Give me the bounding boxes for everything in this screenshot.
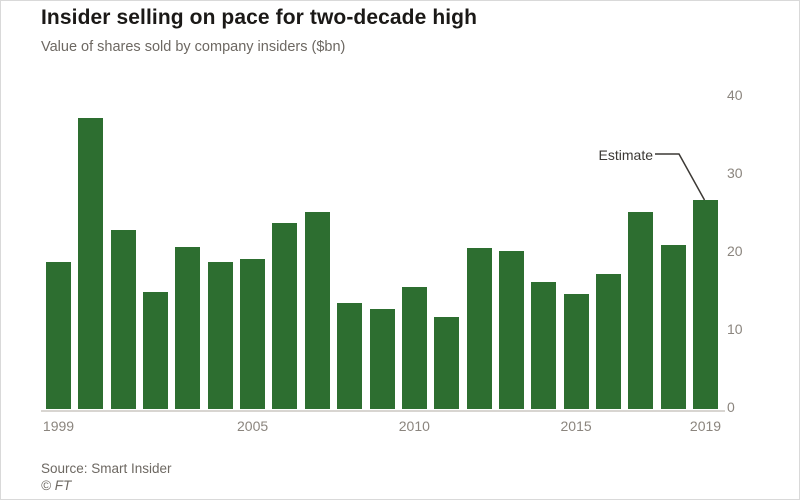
bar-2002 <box>143 292 169 409</box>
y-tick-0: 0 <box>727 399 735 415</box>
x-axis-line <box>41 410 725 412</box>
bar-1999 <box>46 261 71 409</box>
bar-2018 <box>660 245 686 409</box>
bar-2003 <box>175 246 201 409</box>
bar-2013 <box>498 250 524 409</box>
bar-2001 <box>110 229 136 409</box>
bar-2019 <box>693 199 718 409</box>
chart-title: Insider selling on pace for two-decade h… <box>41 6 478 29</box>
source-label: Source: Smart Insider <box>41 461 172 476</box>
chart-subtitle: Value of shares sold by company insiders… <box>41 39 346 55</box>
bar-2007 <box>304 211 330 409</box>
bar-2015 <box>563 293 589 409</box>
y-tick-30: 30 <box>727 165 743 181</box>
bar-2016 <box>595 274 621 409</box>
ft-credit: © FT <box>41 478 72 493</box>
bar-2010 <box>401 287 427 409</box>
bar-2009 <box>369 309 395 409</box>
estimate-annotation-label: Estimate <box>598 147 653 163</box>
bar-2004 <box>207 261 233 409</box>
x-tick-1999: 1999 <box>42 418 75 434</box>
y-tick-10: 10 <box>727 321 743 337</box>
bar-2000 <box>78 118 104 409</box>
bar-2017 <box>628 211 654 409</box>
bar-2005 <box>240 259 266 409</box>
bar-2006 <box>272 223 298 409</box>
bar-2011 <box>434 316 460 409</box>
x-tick-2019: 2019 <box>689 418 722 434</box>
y-tick-20: 20 <box>727 243 743 259</box>
x-tick-2005: 2005 <box>237 418 269 434</box>
bar-2008 <box>337 302 363 409</box>
x-tick-2010: 2010 <box>398 418 430 434</box>
y-tick-40: 40 <box>727 87 743 103</box>
bar-2012 <box>466 247 492 409</box>
bar-2014 <box>531 281 557 409</box>
x-tick-2015: 2015 <box>560 418 592 434</box>
